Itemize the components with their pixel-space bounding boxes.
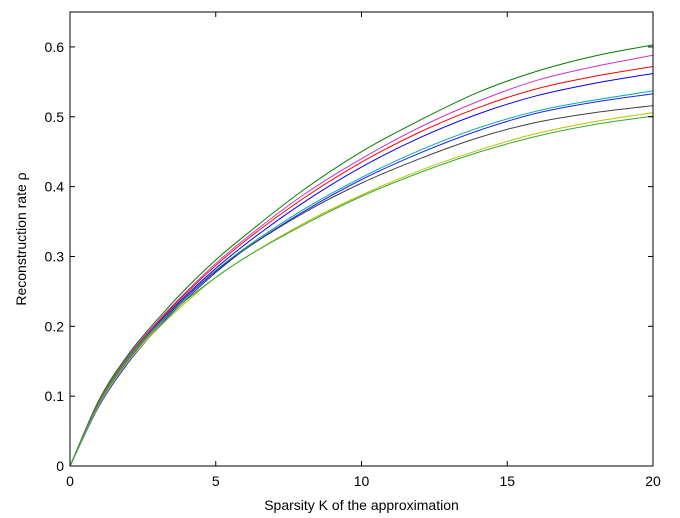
x-tick-label: 15 xyxy=(499,473,515,489)
series-layer xyxy=(69,44,654,467)
y-tick-label: 0.4 xyxy=(45,179,65,195)
series-line-5 xyxy=(69,90,654,467)
x-tick-label: 10 xyxy=(354,473,370,489)
y-tick-label: 0.1 xyxy=(45,388,65,404)
series-line-1 xyxy=(69,44,654,467)
x-axis-label: Sparsity K of the approximation xyxy=(264,497,459,513)
series-line-6 xyxy=(69,93,654,467)
x-tick-label: 5 xyxy=(212,473,220,489)
y-axis-label: Reconstruction rate ρ xyxy=(13,172,29,305)
plot-area xyxy=(70,12,653,466)
y-tick-label: 0.2 xyxy=(45,318,65,334)
x-tick-label: 0 xyxy=(66,473,74,489)
y-tick-label: 0.5 xyxy=(45,109,65,125)
y-tick-label: 0 xyxy=(56,458,64,474)
series-line-8 xyxy=(69,112,654,467)
y-axis-ticks: 0 0.1 0.2 0.3 0.4 0.5 0.6 xyxy=(45,39,653,474)
series-line-2 xyxy=(69,54,654,467)
series-line-9 xyxy=(69,115,654,467)
y-tick-label: 0.6 xyxy=(45,39,65,55)
x-tick-label: 20 xyxy=(645,473,661,489)
y-tick-label: 0.3 xyxy=(45,248,65,264)
x-axis-ticks: 0 5 10 15 20 xyxy=(66,12,661,489)
